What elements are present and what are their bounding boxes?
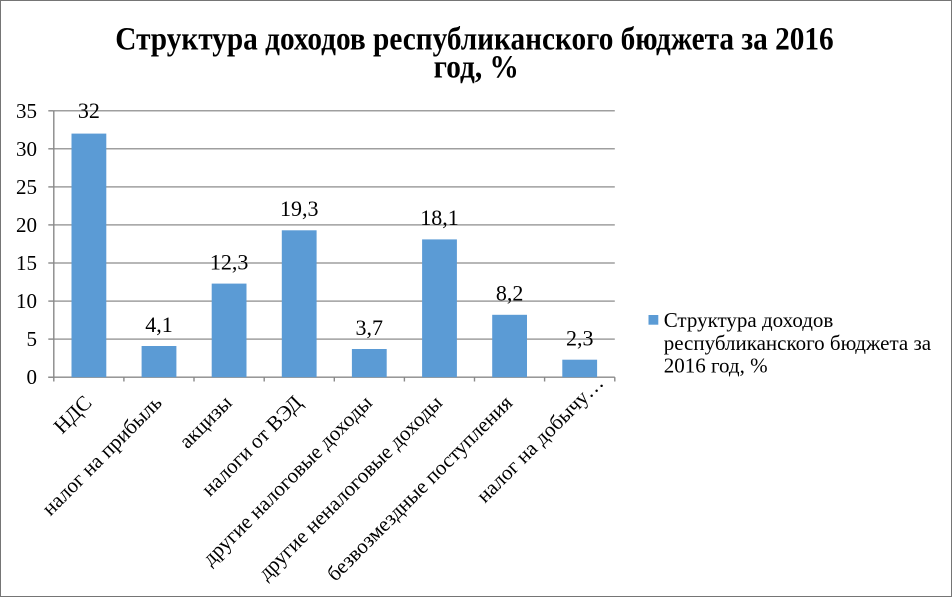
svg-text:НДС: НДС	[49, 391, 97, 439]
svg-text:налог на добычу…: налог на добычу…	[471, 371, 608, 508]
svg-text:35: 35	[16, 99, 37, 123]
svg-text:18,1: 18,1	[420, 205, 459, 230]
svg-text:19,3: 19,3	[280, 196, 319, 221]
svg-text:акцизы: акцизы	[174, 391, 237, 454]
svg-text:0: 0	[27, 365, 38, 389]
svg-text:25: 25	[16, 175, 37, 199]
svg-text:Структура доходов республиканс: Структура доходов республиканского бюдже…	[115, 20, 833, 57]
svg-text:2,3: 2,3	[566, 326, 594, 351]
svg-text:32: 32	[78, 98, 100, 123]
svg-text:5: 5	[27, 327, 38, 351]
svg-text:15: 15	[16, 251, 37, 275]
svg-text:республиканского бюджета за: республиканского бюджета за	[664, 331, 932, 355]
svg-text:2016 год, %: 2016 год, %	[664, 353, 768, 377]
svg-text:год, %: год, %	[434, 48, 519, 85]
svg-text:3,7: 3,7	[356, 315, 384, 340]
svg-text:30: 30	[16, 137, 37, 161]
svg-text:8,2: 8,2	[496, 281, 524, 306]
svg-text:Структура доходов: Структура доходов	[664, 308, 834, 332]
svg-text:10: 10	[16, 289, 37, 313]
svg-text:4,1: 4,1	[145, 312, 173, 337]
svg-text:20: 20	[16, 213, 37, 237]
svg-text:12,3: 12,3	[210, 249, 249, 274]
svg-text:налог на прибыль: налог на прибыль	[37, 391, 167, 521]
